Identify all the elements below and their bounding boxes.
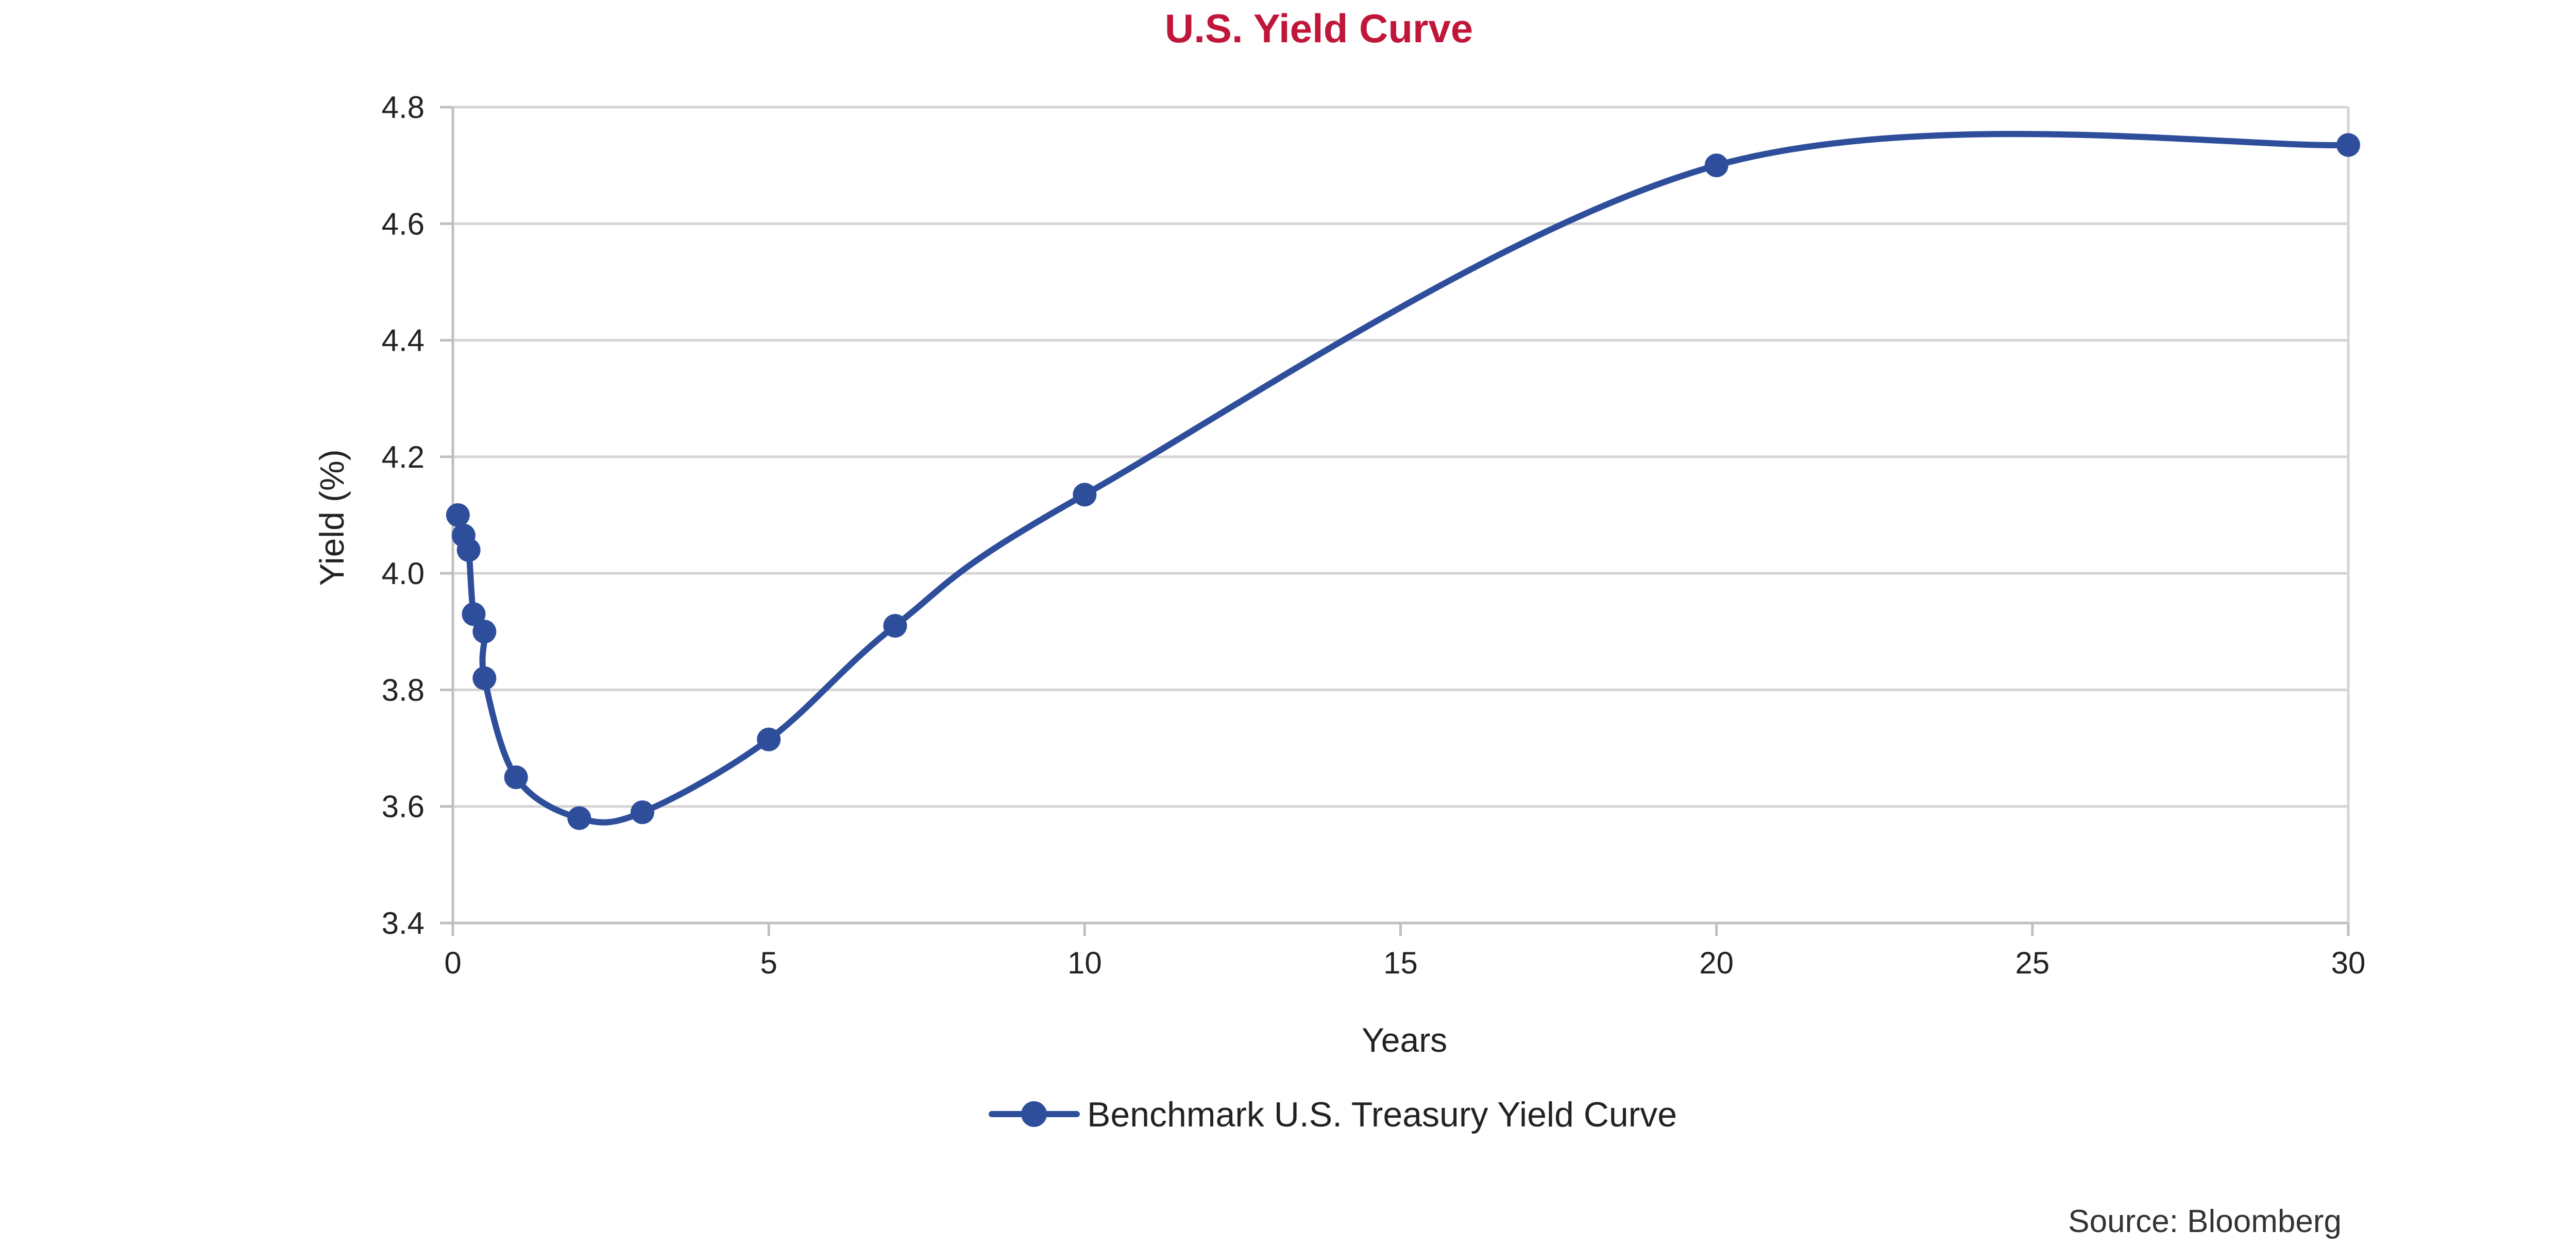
data-point (504, 765, 528, 790)
data-point (456, 538, 481, 562)
data-point (757, 727, 781, 751)
y-tick-label: 4.8 (382, 90, 425, 125)
x-tick-label: 20 (1699, 946, 1734, 980)
x-tick-label: 0 (444, 946, 461, 980)
y-axis-title: Yield (%) (313, 449, 351, 586)
y-tick-label: 4.2 (382, 440, 425, 474)
data-point (462, 602, 486, 626)
data-point (1704, 153, 1728, 178)
data-point (446, 503, 470, 527)
y-tick-label: 3.6 (382, 790, 425, 824)
y-tick-label: 3.4 (382, 906, 425, 941)
chart-title: U.S. Yield Curve (1165, 6, 1473, 51)
data-point (2336, 133, 2360, 157)
legend-marker-swatch (1021, 1101, 1047, 1127)
legend: Benchmark U.S. Treasury Yield Curve (989, 1095, 1677, 1134)
x-tick-label: 15 (1383, 946, 1418, 980)
source-note: Source: Bloomberg (2068, 1204, 2342, 1239)
series-layer (446, 131, 2360, 830)
data-point (472, 620, 497, 644)
data-point (883, 613, 907, 638)
data-point (567, 806, 591, 830)
y-tick-label: 4.6 (382, 207, 425, 241)
x-tick-label: 5 (760, 946, 777, 980)
x-axis-title: Years (1362, 1021, 1447, 1059)
x-tick-label: 25 (2015, 946, 2049, 980)
data-point (630, 800, 654, 825)
data-point (1073, 483, 1097, 507)
tick-labels: 3.4 3.6 3.8 4.0 4.2 4.4 4.6 4.8 0 5 10 15 20 25 30 (382, 90, 2366, 980)
axes (440, 106, 2350, 936)
y-tick-label: 4.4 (382, 323, 425, 358)
x-tick-label: 10 (1067, 946, 1102, 980)
legend-label: Benchmark U.S. Treasury Yield Curve (1087, 1095, 1677, 1134)
data-point (472, 666, 497, 690)
series-line (454, 131, 2351, 826)
y-tick-label: 3.8 (382, 673, 425, 707)
grid-lines (453, 106, 2350, 923)
y-tick-label: 4.0 (382, 556, 425, 591)
x-tick-label: 30 (2331, 946, 2366, 980)
